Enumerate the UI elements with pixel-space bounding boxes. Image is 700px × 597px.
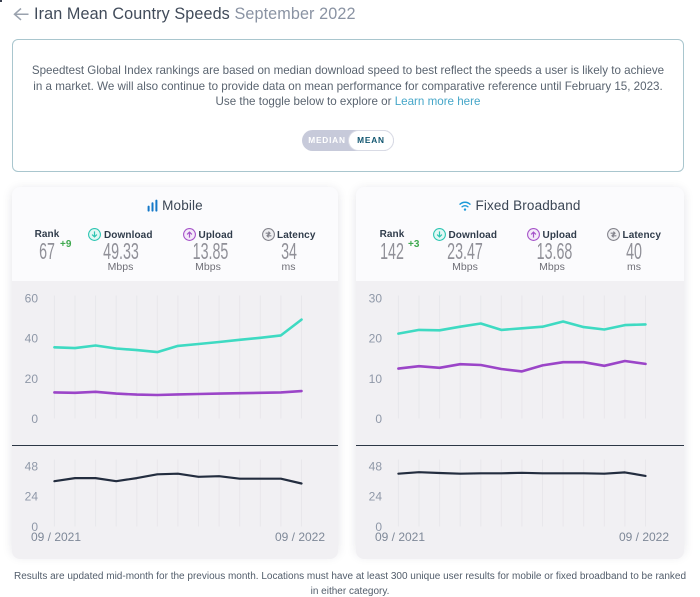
svg-text:24: 24 xyxy=(369,489,383,503)
svg-text:20: 20 xyxy=(369,331,383,345)
svg-text:09 / 2022: 09 / 2022 xyxy=(275,529,325,543)
svg-text:0: 0 xyxy=(31,519,38,533)
svg-text:0: 0 xyxy=(31,412,38,426)
svg-text:09 / 2021: 09 / 2021 xyxy=(375,529,425,543)
svg-text:09 / 2021: 09 / 2021 xyxy=(31,529,81,543)
svg-text:48: 48 xyxy=(369,459,383,473)
svg-text:24: 24 xyxy=(25,489,39,503)
svg-text:30: 30 xyxy=(369,291,383,305)
svg-text:20: 20 xyxy=(25,371,39,385)
svg-text:10: 10 xyxy=(369,371,383,385)
svg-text:48: 48 xyxy=(25,459,39,473)
svg-text:0: 0 xyxy=(375,412,382,426)
svg-text:60: 60 xyxy=(25,291,39,305)
svg-text:09 / 2022: 09 / 2022 xyxy=(619,529,669,543)
svg-text:40: 40 xyxy=(25,331,39,345)
svg-text:0: 0 xyxy=(375,519,382,533)
